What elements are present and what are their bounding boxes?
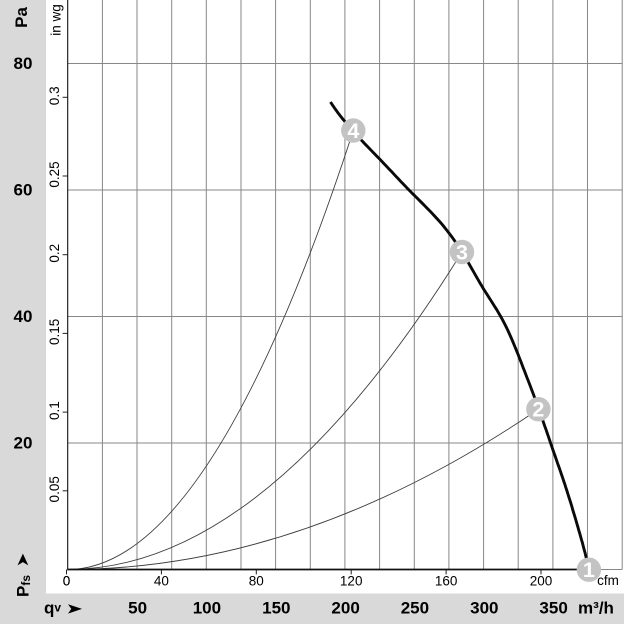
svg-text:3: 3	[456, 240, 468, 264]
svg-text:60: 60	[14, 181, 33, 200]
svg-text:160: 160	[435, 574, 458, 589]
svg-text:0.3: 0.3	[47, 86, 62, 105]
svg-text:qv: qv	[44, 599, 61, 618]
svg-text:0.25: 0.25	[47, 161, 62, 187]
svg-text:100: 100	[193, 599, 221, 618]
svg-text:200: 200	[331, 599, 359, 618]
svg-text:m³/h: m³/h	[578, 599, 614, 618]
svg-text:0: 0	[63, 574, 71, 589]
svg-text:350: 350	[539, 599, 567, 618]
svg-text:120: 120	[340, 574, 363, 589]
svg-text:1: 1	[583, 558, 595, 582]
svg-text:Pa: Pa	[12, 7, 31, 28]
svg-text:250: 250	[401, 599, 429, 618]
svg-text:2: 2	[532, 398, 544, 422]
svg-text:0.1: 0.1	[47, 401, 62, 420]
svg-text:Pfs: Pfs	[13, 575, 33, 597]
svg-text:cfm: cfm	[597, 573, 619, 588]
svg-text:200: 200	[530, 574, 553, 589]
svg-text:80: 80	[14, 54, 33, 73]
svg-text:4: 4	[347, 119, 359, 143]
svg-text:50: 50	[128, 599, 147, 618]
svg-text:20: 20	[14, 434, 33, 453]
svg-text:40: 40	[14, 307, 33, 326]
svg-text:0: 0	[63, 574, 71, 589]
svg-text:80: 80	[249, 574, 264, 589]
svg-text:in wg: in wg	[49, 4, 64, 36]
svg-text:0.2: 0.2	[47, 244, 62, 263]
svg-text:0.15: 0.15	[47, 319, 62, 345]
svg-text:40: 40	[154, 574, 169, 589]
svg-text:0.05: 0.05	[47, 476, 62, 502]
svg-text:150: 150	[262, 599, 290, 618]
svg-text:300: 300	[470, 599, 498, 618]
